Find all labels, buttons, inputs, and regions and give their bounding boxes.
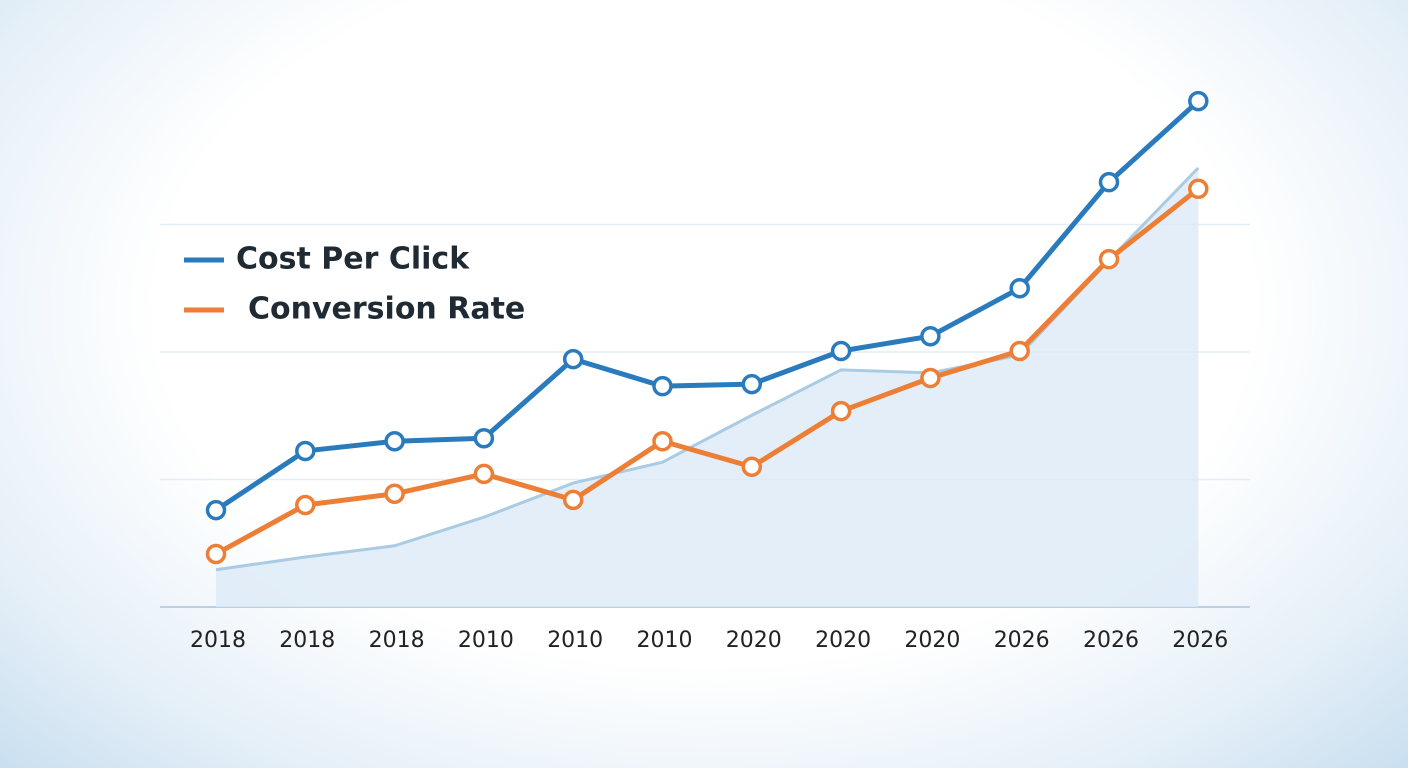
x-tick-label: 2018 xyxy=(190,628,246,653)
point xyxy=(1098,248,1120,270)
x-tick-label: 2010 xyxy=(458,628,514,653)
x-tick-label: 2020 xyxy=(904,628,960,653)
legend-label: Cost Per Click xyxy=(236,242,470,277)
point xyxy=(830,340,852,362)
x-tick-label: 2010 xyxy=(637,628,693,653)
point xyxy=(473,463,495,485)
point xyxy=(741,373,763,395)
point xyxy=(920,325,941,347)
point xyxy=(1098,171,1120,193)
x-tick-label: 2026 xyxy=(994,628,1050,653)
x-tick-label: 2026 xyxy=(1083,628,1139,653)
x-tick-label: 2010 xyxy=(547,628,603,653)
x-tick-label: 2018 xyxy=(279,628,335,653)
point xyxy=(384,483,405,505)
point xyxy=(1009,278,1030,299)
point xyxy=(295,440,316,462)
line xyxy=(214,99,1200,513)
point xyxy=(473,427,495,449)
point xyxy=(295,494,316,516)
x-tick-label: 2018 xyxy=(369,628,425,653)
point xyxy=(920,367,941,389)
point xyxy=(205,499,227,521)
point xyxy=(830,400,852,422)
line xyxy=(214,186,1200,557)
point xyxy=(652,431,673,452)
x-tick-label: 2020 xyxy=(815,628,871,653)
point xyxy=(652,375,673,397)
point xyxy=(1009,340,1030,362)
x-tick-label: 2020 xyxy=(726,628,782,653)
point xyxy=(562,348,584,370)
point xyxy=(562,489,584,511)
point xyxy=(1188,90,1209,112)
legend-label: Conversion Rate xyxy=(248,292,525,327)
area xyxy=(216,167,1199,607)
point xyxy=(384,431,405,452)
x-tick-label: 2026 xyxy=(1172,628,1228,653)
point xyxy=(205,543,227,565)
point xyxy=(741,456,763,477)
point xyxy=(1188,178,1209,200)
